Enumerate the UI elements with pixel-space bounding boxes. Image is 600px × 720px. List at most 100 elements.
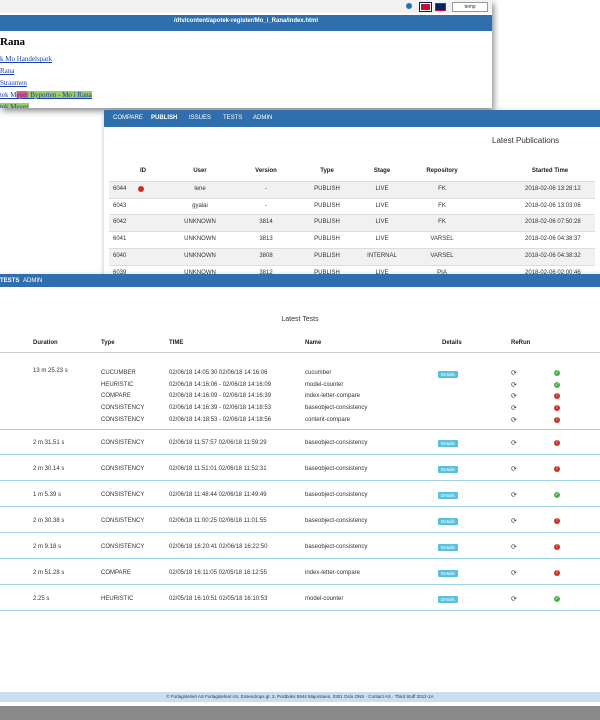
test-name: index-letter-compare	[305, 393, 361, 400]
cell: PIA	[437, 269, 447, 276]
duration: 2 m 30.14 s	[33, 466, 65, 472]
cell: LIVE	[375, 202, 389, 209]
column-header: User	[193, 168, 207, 174]
link[interactable]: tek Meyer Byporten - Mo i Rana	[0, 91, 92, 99]
rerun-icon[interactable]: ⟳	[511, 381, 517, 389]
column-header: TIME	[169, 340, 184, 346]
nav-item[interactable]: TESTS	[0, 278, 20, 284]
rerun-icon[interactable]: ⟳	[511, 405, 517, 413]
title: Latest Tests	[281, 316, 319, 323]
cell: LIVE	[375, 236, 389, 243]
link[interactable]: k Mo Handelspark	[0, 55, 53, 63]
test-time: 02/05/18 16:11:05 02/05/18 16:12:55	[169, 570, 267, 576]
details-button[interactable]: Details	[438, 544, 458, 551]
test-type: CONSISTENCY	[101, 518, 145, 524]
rerun-icon[interactable]: ⟳	[511, 370, 517, 377]
cell: PUBLISH	[314, 252, 340, 259]
test-time: 02/06/18 14:05:30 02/06/18 14:16:06	[169, 370, 268, 376]
test-time: 02/06/18 14:16:09 - 02/06/18 14:16:39	[169, 393, 272, 400]
test-type: CONSISTENCY	[101, 440, 145, 446]
nav-item[interactable]: PUBLISH	[151, 115, 178, 121]
duration: 2 m 51.28 s	[33, 570, 65, 576]
row-line	[0, 506, 600, 507]
link[interactable]: tek Meyer	[0, 103, 29, 108]
status-icon: !	[554, 544, 560, 550]
test-type: CONSISTENCY	[101, 466, 145, 472]
test-time: 02/06/18 11:57:57 02/06/18 11:59:29	[169, 440, 267, 446]
cell: 6043	[113, 202, 127, 209]
rerun-icon[interactable]: ⟳	[511, 416, 517, 424]
status-icon: ✓	[554, 381, 560, 388]
test-name: baseobject-consistency	[305, 544, 368, 550]
test-time: 02/06/18 11:00:25 02/06/18 11:01:55	[169, 518, 267, 524]
rerun-icon[interactable]: ⟳	[511, 596, 517, 603]
cell: 2018-02-06 13:03:06	[525, 202, 581, 209]
test-time: 02/05/18 16:10:51 02/05/18 16:10:53	[169, 596, 268, 602]
test-time: 02/06/18 14:16:39 - 02/06/18 14:18:53	[169, 405, 272, 412]
column-header: Version	[255, 168, 277, 174]
nav-item[interactable]: COMPARE	[113, 115, 143, 121]
cell: 3814	[259, 219, 273, 226]
publications-window: COMPARE PUBLISH ISSUES TESTS ADMIN Latest Pub…	[104, 110, 600, 276]
duration: 13 m 25.23 s	[33, 368, 68, 374]
column-header: Started Time	[531, 168, 569, 174]
cell: PUBLISH	[314, 236, 340, 243]
rerun-icon[interactable]: ⟳	[511, 440, 517, 447]
user-menu[interactable]: temp	[452, 2, 488, 12]
rerun-icon[interactable]: ⟳	[511, 544, 517, 551]
rerun-icon[interactable]: ⟳	[511, 492, 517, 499]
details-button[interactable]: Details	[438, 570, 458, 577]
cell: PUBLISH	[314, 269, 340, 276]
nav-item[interactable]: ISSUES	[189, 115, 212, 121]
rerun-icon[interactable]: ⟳	[511, 466, 517, 473]
details-button[interactable]: Details	[438, 596, 458, 603]
cell: LIVE	[375, 186, 389, 192]
cell: FK	[438, 219, 446, 226]
cms-window: temp/dtv/content/apotek-register/Mo_i_Ra…	[0, 0, 492, 108]
test-type: CONSISTENCY	[101, 405, 145, 412]
test-name: cucumber	[305, 370, 332, 376]
row-line	[0, 558, 600, 559]
test-type: HEURISTIC	[101, 596, 134, 602]
details-button[interactable]: Details	[438, 371, 458, 378]
cell: VARSEL	[430, 236, 454, 243]
cell: UNKNOWN	[184, 269, 216, 276]
test-type: CONSISTENCY	[101, 544, 145, 550]
header-line	[0, 352, 600, 353]
link[interactable]: Rana	[0, 67, 15, 75]
cell: 6039	[113, 269, 127, 276]
test-name: index-letter-compare	[305, 570, 361, 576]
cell: LIVE	[375, 219, 389, 226]
details-button[interactable]: Details	[438, 492, 458, 499]
duration: 2 m 31.51 s	[33, 440, 65, 446]
status-icon: !	[554, 405, 560, 412]
rerun-icon[interactable]: ⟳	[511, 570, 517, 577]
title: Latest Publications	[492, 136, 560, 145]
nav-item[interactable]: ADMIN	[23, 278, 43, 284]
table-row	[109, 197, 595, 215]
column-header: ID	[140, 168, 146, 174]
nav-item[interactable]: ADMIN	[253, 115, 273, 121]
rerun-icon[interactable]: ⟳	[511, 518, 517, 525]
cell: lene	[194, 186, 206, 192]
nav-item[interactable]: TESTS	[223, 115, 243, 121]
cell: PUBLISH	[314, 202, 340, 209]
cell: 6041	[113, 236, 127, 243]
column-header: Repository	[426, 168, 458, 174]
details-button[interactable]: Details	[438, 518, 458, 525]
table-row	[109, 264, 595, 276]
details-button[interactable]: Details	[438, 440, 458, 447]
breadcrumb-bar	[0, 15, 492, 31]
status-icon: ✓	[554, 492, 560, 498]
details-button[interactable]: Details	[438, 466, 458, 473]
status-icon: ✓	[554, 596, 560, 602]
help-icon	[406, 3, 412, 9]
cell: INTERNAL	[367, 252, 397, 259]
row-line	[0, 584, 600, 585]
status-icon: !	[554, 440, 560, 446]
flag-no	[419, 2, 432, 12]
cell: 3813	[259, 236, 273, 243]
test-name: baseobject-consistency	[305, 466, 368, 472]
link[interactable]: Straumen	[0, 79, 27, 87]
rerun-icon[interactable]: ⟳	[511, 393, 517, 401]
